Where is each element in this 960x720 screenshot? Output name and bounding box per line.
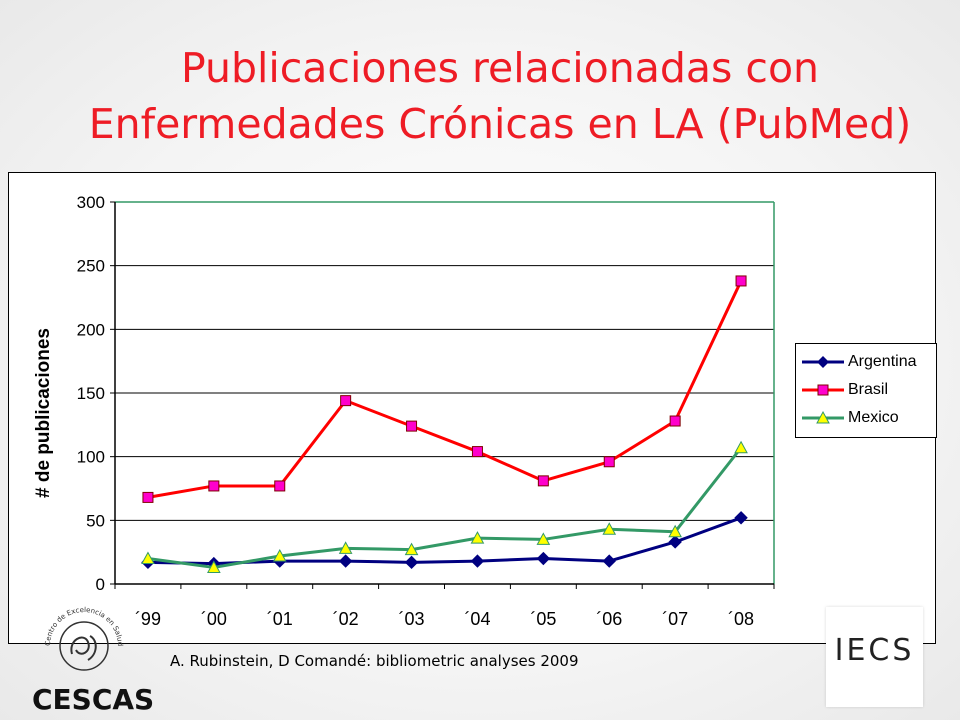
data-point-mexico [734, 440, 748, 454]
legend-label-argentina: Argentina [848, 353, 917, 370]
data-point-brasil [669, 415, 681, 427]
x-tick-label: ´01 [267, 609, 293, 629]
y-tick-label: 250 [77, 257, 105, 276]
data-point-brasil [471, 446, 483, 458]
cescas-logo: Centro de Excelencia en Salud Cardiovasc… [30, 600, 155, 718]
legend-item-mexico: Mexico [796, 404, 936, 432]
cescas-logo-text: CESCAS [32, 683, 155, 716]
x-tick-label: ´00 [201, 609, 227, 629]
slide-title-line-1: Publicaciones relacionadas con [180, 44, 820, 92]
y-tick-label: 200 [77, 320, 105, 339]
legend-key-mexico [802, 410, 844, 424]
series-line-brasil [147, 280, 743, 499]
legend-key-brasil [802, 384, 844, 396]
data-point-mexico [207, 560, 221, 573]
y-tick-label: 50 [86, 511, 105, 530]
data-point-argentina [602, 554, 616, 568]
data-point-mexico [536, 532, 551, 545]
x-tick-label: ´08 [728, 609, 754, 629]
data-point-argentina [470, 554, 485, 568]
chart-frame: 0 50 100 150 200 250 300 ´99 ´00 ´01 ´02 ´03 ´04 ´05 ´… [8, 172, 937, 644]
iecs-logo: IECS [826, 607, 923, 707]
y-tick-label: 150 [77, 384, 105, 403]
data-point-mexico [470, 531, 485, 544]
data-point-brasil [735, 275, 747, 287]
x-tick-label: ´07 [662, 609, 688, 629]
data-point-argentina [536, 551, 551, 566]
data-point-brasil [406, 420, 418, 432]
iecs-logo-text: IECS [834, 633, 915, 668]
y-tick-label: 300 [77, 193, 105, 212]
legend-label-mexico: Mexico [848, 409, 899, 426]
x-tick-label: ´03 [399, 609, 425, 629]
data-point-brasil [603, 456, 615, 468]
x-tick-label: ´06 [596, 609, 622, 629]
legend-key-argentina [802, 356, 844, 368]
y-tick-label: 100 [77, 448, 105, 467]
data-point-argentina [338, 554, 353, 568]
data-point-mexico [602, 522, 617, 535]
data-point-mexico [141, 551, 155, 565]
series-line-mexico [147, 446, 743, 569]
cescas-emblem-icon: Centro de Excelencia en Salud Cardiovasc… [30, 600, 124, 671]
data-point-brasil [274, 480, 286, 492]
x-tick-label: ´05 [530, 609, 556, 629]
y-tick-label: 0 [96, 575, 105, 594]
legend-item-brasil: Brasil [796, 376, 936, 404]
data-point-mexico [404, 542, 419, 556]
source-citation: A. Rubinstein, D Comandé: bibliometric a… [170, 652, 579, 670]
data-point-brasil [208, 480, 220, 492]
data-point-mexico [338, 541, 353, 554]
data-point-brasil [340, 395, 352, 407]
x-tick-label: ´02 [333, 609, 359, 629]
data-point-mexico [668, 524, 682, 538]
y-axis-label: # de publicaciones [33, 328, 54, 498]
data-point-brasil [537, 475, 549, 487]
data-point-mexico [272, 548, 287, 562]
legend-label-brasil: Brasil [848, 381, 889, 398]
cescas-ring-text: Centro de Excelencia en Salud Cardiovasc… [30, 600, 125, 646]
series-line-argentina [147, 516, 742, 566]
data-point-argentina [404, 555, 419, 570]
slide-title-line-2: Enfermedades Crónicas en LA (PubMed) [88, 100, 912, 148]
x-tick-label: ´99 [135, 609, 161, 629]
svg-text:Centro de Excelencia en Salud: Centro de Excelencia en Salud Cardiovasc… [32, 606, 124, 646]
data-point-argentina [668, 535, 682, 549]
data-point-brasil [142, 491, 154, 503]
data-point-argentina [734, 511, 748, 525]
x-tick-label: ´04 [464, 609, 490, 629]
legend-item-argentina: Argentina [796, 348, 936, 376]
line-chart: 0 50 100 150 200 250 300 ´99 ´00 ´01 ´02 ´03 ´04 ´05 ´… [33, 193, 775, 629]
chart-legend: Argentina Brasil Mexico [795, 343, 937, 438]
